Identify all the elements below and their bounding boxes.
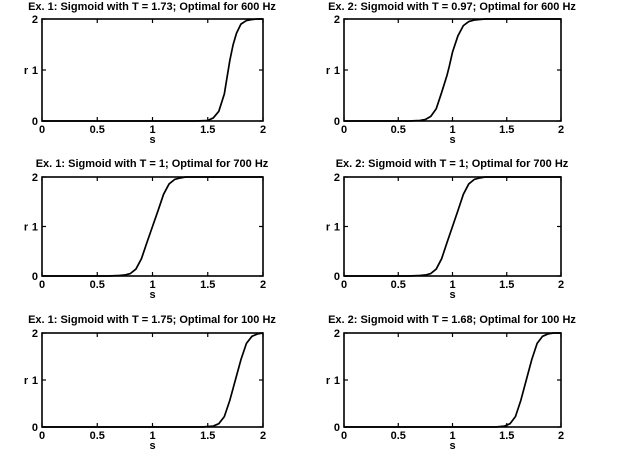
x-tick-label: 1.5 — [499, 279, 514, 291]
x-tick-label: 2 — [558, 124, 564, 136]
x-tick-label: 0.5 — [90, 430, 105, 442]
sigmoid-curve — [344, 176, 561, 277]
x-tick-label: 1 — [149, 279, 155, 291]
x-tick-label: 0 — [39, 430, 45, 442]
x-tick-label: 0.5 — [391, 124, 406, 136]
y-tick-label: 0 — [32, 422, 38, 434]
x-tick-label: 2 — [558, 430, 564, 442]
x-tick-label: 1 — [449, 124, 455, 136]
x-tick-label: 0.5 — [391, 279, 406, 291]
y-axis-label: r — [326, 65, 331, 77]
x-tick-label: 1.5 — [200, 279, 215, 291]
y-tick-label: 2 — [334, 172, 340, 184]
y-tick-label: 0 — [334, 422, 340, 434]
x-tick-label: 2 — [260, 430, 266, 442]
x-axis-label: s — [149, 440, 155, 452]
sigmoid-curve — [42, 176, 263, 277]
y-axis-label: r — [24, 375, 29, 387]
sigmoid-curve — [344, 18, 561, 122]
y-tick-label: 2 — [32, 328, 38, 340]
y-tick-label: 1 — [32, 65, 38, 77]
x-tick-label: 0 — [341, 279, 347, 291]
x-tick-label: 0.5 — [90, 279, 105, 291]
subplot-title: Ex. 1: Sigmoid with T = 1.73; Optimal fo… — [28, 1, 276, 13]
axes-frame — [41, 332, 264, 428]
x-tick-label: 0 — [341, 124, 347, 136]
y-axis-label: r — [326, 222, 331, 234]
y-tick-label: 1 — [334, 222, 340, 234]
sigmoid-curve — [42, 18, 263, 122]
x-tick-label: 0 — [341, 430, 347, 442]
x-tick-label: 1.5 — [499, 430, 514, 442]
x-tick-label: 0 — [39, 124, 45, 136]
x-axis-label: s — [149, 134, 155, 146]
x-tick-label: 2 — [260, 279, 266, 291]
y-tick-label: 0 — [334, 271, 340, 283]
y-tick-label: 2 — [32, 14, 38, 26]
x-tick-label: 1 — [149, 124, 155, 136]
y-tick-label: 2 — [32, 172, 38, 184]
x-tick-label: 0 — [39, 279, 45, 291]
y-tick-label: 0 — [32, 116, 38, 128]
x-axis-label: s — [149, 289, 155, 301]
x-tick-label: 1.5 — [499, 124, 514, 136]
subplot-3: Ex. 1: Sigmoid with T = 1; Optimal for 7… — [24, 158, 269, 301]
y-tick-label: 1 — [334, 65, 340, 77]
subplot-6: Ex. 2: Sigmoid with T = 1.68; Optimal fo… — [326, 314, 577, 452]
subplot-1: Ex. 1: Sigmoid with T = 1.73; Optimal fo… — [24, 1, 277, 146]
y-tick-label: 1 — [32, 222, 38, 234]
y-tick-label: 1 — [334, 375, 340, 387]
sigmoid-curve — [42, 332, 264, 428]
y-tick-label: 0 — [32, 271, 38, 283]
x-tick-label: 1 — [149, 430, 155, 442]
y-axis-label: r — [24, 222, 29, 234]
x-axis-label: s — [449, 134, 455, 146]
y-tick-label: 2 — [334, 328, 340, 340]
x-axis-label: s — [449, 289, 455, 301]
subplot-title: Ex. 2: Sigmoid with T = 0.97; Optimal fo… — [328, 1, 576, 13]
axes-frame — [343, 332, 562, 428]
x-tick-label: 2 — [558, 279, 564, 291]
subplot-5: Ex. 1: Sigmoid with T = 1.75; Optimal fo… — [24, 314, 277, 452]
x-axis-label: s — [449, 440, 455, 452]
axes-frame — [41, 18, 264, 122]
subplot-title: Ex. 2: Sigmoid with T = 1; Optimal for 7… — [336, 158, 569, 170]
sigmoid-curve — [344, 332, 561, 428]
subplot-title: Ex. 2: Sigmoid with T = 1.68; Optimal fo… — [328, 314, 576, 326]
x-tick-label: 1.5 — [200, 430, 215, 442]
x-tick-label: 1 — [449, 279, 455, 291]
axes-frame — [343, 18, 562, 122]
y-tick-label: 2 — [334, 14, 340, 26]
x-tick-label: 1.5 — [200, 124, 215, 136]
y-tick-label: 0 — [334, 116, 340, 128]
subplot-title: Ex. 1: Sigmoid with T = 1.75; Optimal fo… — [28, 314, 276, 326]
x-tick-label: 0.5 — [90, 124, 105, 136]
x-tick-label: 1 — [449, 430, 455, 442]
y-tick-label: 1 — [32, 375, 38, 387]
x-tick-label: 0.5 — [391, 430, 406, 442]
subplot-2: Ex. 2: Sigmoid with T = 0.97; Optimal fo… — [326, 1, 577, 146]
subplot-title: Ex. 1: Sigmoid with T = 1; Optimal for 7… — [36, 158, 269, 170]
y-axis-label: r — [326, 375, 331, 387]
y-axis-label: r — [24, 65, 29, 77]
subplot-4: Ex. 2: Sigmoid with T = 1; Optimal for 7… — [326, 158, 569, 301]
x-tick-label: 2 — [260, 124, 266, 136]
